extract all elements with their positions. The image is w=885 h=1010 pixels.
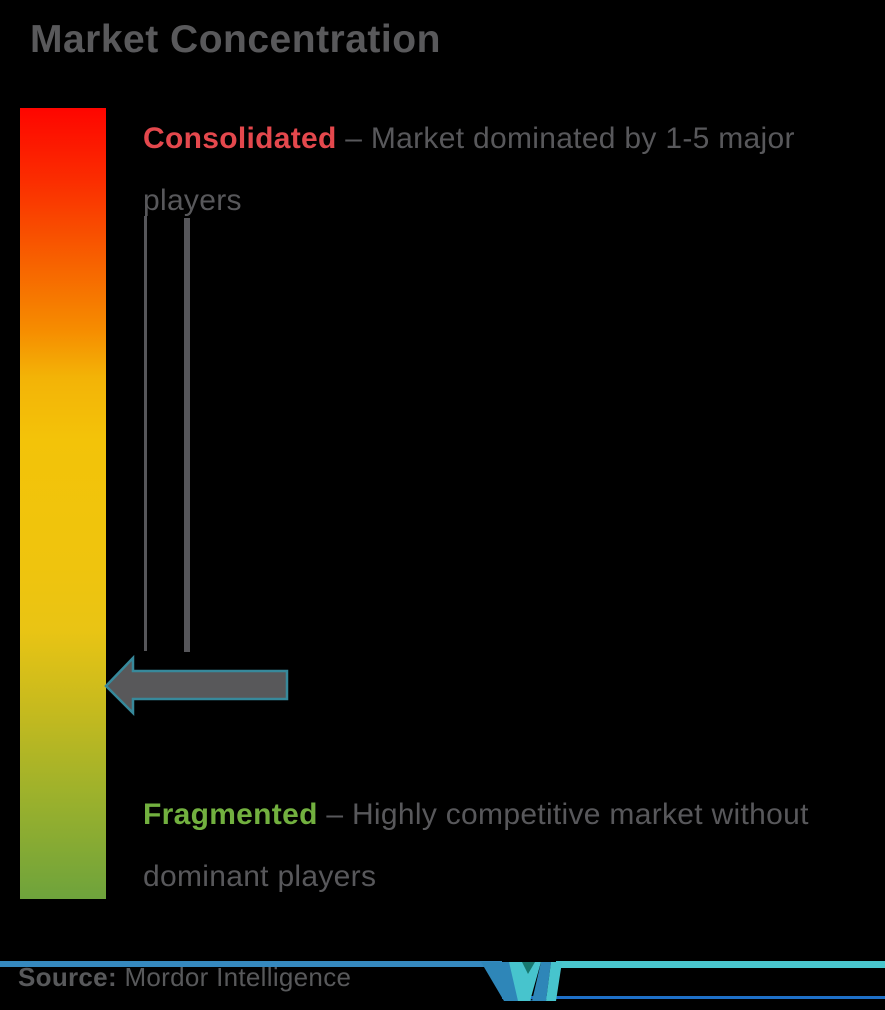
fragmented-annotation-line1: Fragmented – Highly competitive market w… bbox=[143, 798, 809, 832]
source-attribution: Source: Mordor Intelligence bbox=[18, 962, 351, 993]
fragmented-label: Fragmented bbox=[143, 798, 318, 831]
consolidated-label: Consolidated bbox=[143, 122, 337, 155]
concentration-gradient-bar bbox=[20, 108, 106, 899]
leader-line-thick bbox=[184, 218, 190, 652]
source-label: Source: bbox=[18, 962, 117, 992]
footer-divider-right-royal bbox=[502, 996, 885, 999]
consolidated-annotation-line1: Consolidated – Market dominated by 1-5 m… bbox=[143, 122, 795, 156]
fragmented-desc-line1: – Highly competitive market without bbox=[326, 798, 809, 831]
leader-line-thin bbox=[144, 216, 147, 651]
consolidated-annotation-line2: players bbox=[143, 184, 242, 217]
left-arrow-indicator-icon bbox=[104, 654, 289, 717]
fragmented-annotation-line2: dominant players bbox=[143, 860, 377, 893]
source-value: Mordor Intelligence bbox=[124, 962, 352, 992]
footer-divider-right-teal bbox=[556, 961, 885, 968]
mordor-intelligence-logo-icon bbox=[481, 962, 562, 1001]
footer-divider-left bbox=[0, 961, 502, 967]
page-title: Market Concentration bbox=[30, 18, 441, 61]
consolidated-desc-line1: – Market dominated by 1-5 major bbox=[345, 122, 795, 155]
